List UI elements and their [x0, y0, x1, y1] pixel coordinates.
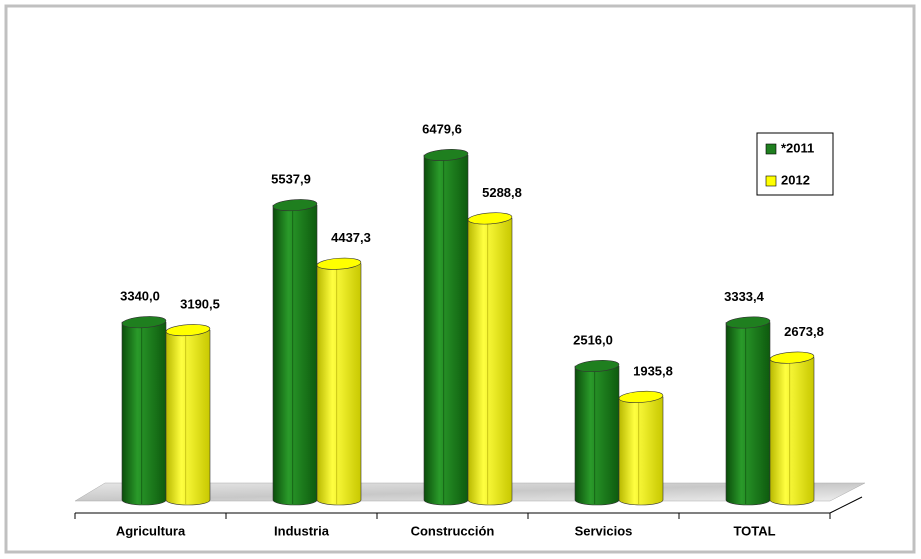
bar-body — [316, 263, 362, 506]
legend-swatch — [765, 143, 777, 155]
x-axis-depth — [829, 496, 863, 514]
data-label: 2673,8 — [784, 324, 824, 339]
data-label: 2516,0 — [573, 332, 613, 347]
bar — [769, 351, 815, 506]
bar-top — [769, 351, 815, 364]
x-tick-label: Servicios — [575, 523, 633, 538]
bar — [121, 316, 167, 506]
data-label: 6479,6 — [422, 121, 462, 136]
bar-top — [618, 390, 664, 403]
bar-body — [165, 329, 211, 506]
bar — [316, 257, 362, 506]
bar-body — [467, 218, 513, 506]
bar-body — [769, 357, 815, 506]
bar-top — [272, 199, 318, 212]
bar — [618, 390, 664, 506]
x-tick-label: TOTAL — [733, 523, 775, 538]
x-tick-label: Construcción — [411, 523, 495, 538]
x-tick-label: Industria — [274, 523, 330, 538]
bar-top — [165, 324, 211, 337]
bar — [165, 324, 211, 506]
bar-top — [121, 316, 167, 329]
bar-body — [121, 321, 167, 506]
bar-top — [467, 212, 513, 225]
data-label: 5537,9 — [271, 172, 311, 187]
bar-body — [618, 396, 664, 506]
data-label: 1935,8 — [633, 363, 673, 378]
bar — [574, 360, 620, 506]
bar — [725, 316, 771, 506]
bar-top — [423, 149, 469, 161]
bar — [272, 199, 318, 506]
bar-top — [574, 360, 620, 373]
bar-body — [272, 204, 318, 506]
bar-body — [574, 365, 620, 506]
x-tick-label: Agricultura — [116, 523, 186, 538]
legend-swatch — [765, 175, 777, 187]
data-label: 3190,5 — [180, 297, 220, 312]
data-label: 3333,4 — [724, 289, 765, 304]
bar — [467, 212, 513, 506]
bar-body — [725, 322, 771, 506]
data-label: 3340,0 — [120, 289, 160, 304]
data-label: 4437,3 — [331, 230, 371, 245]
legend: *2011 2012 — [756, 132, 834, 196]
legend-label: *2011 — [781, 140, 814, 155]
data-label: 5288,8 — [482, 185, 522, 200]
legend-label: 2012 — [781, 172, 810, 187]
bar — [423, 149, 469, 506]
bar-top — [316, 257, 362, 270]
bar-top — [725, 316, 771, 329]
bar-body — [423, 154, 469, 506]
